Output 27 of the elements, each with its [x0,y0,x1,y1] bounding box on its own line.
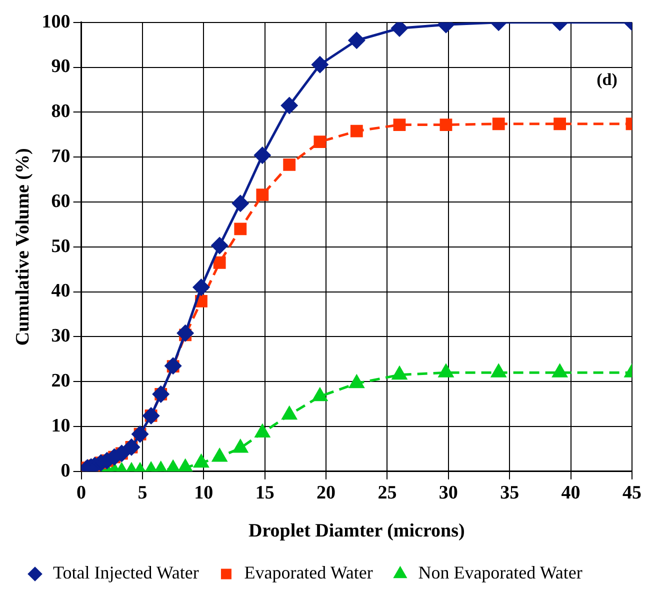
x-axis-title: Droplet Diamter (microns) [248,520,465,542]
x-tick-label: 45 [622,482,642,504]
y-tick-label: 10 [51,415,70,436]
y-axis-title: Cumulative Volume (%) [12,148,34,346]
annotation: (d) [596,70,618,89]
y-tick-label: 30 [51,326,70,347]
legend-label: Evaporated Water [244,562,373,583]
x-tick-label: 10 [194,482,214,504]
y-tick-label: 70 [51,146,70,168]
x-tick-label: 35 [500,482,520,504]
x-tick-label: 20 [316,482,336,504]
x-tick-label: 25 [378,482,397,504]
x-tick-label: 40 [561,482,580,504]
y-tick-label: 80 [51,101,70,122]
y-tick-label: 100 [42,11,70,32]
y-tick-label: 90 [51,56,70,78]
legend-label: Non Evaporated Water [418,562,582,583]
x-tick-label: 5 [138,482,148,504]
x-tick-label: 30 [438,482,458,504]
y-tick-label: 20 [51,370,70,392]
legend-label: Total Injected Water [53,562,199,583]
y-tick-label: 60 [51,190,70,212]
y-tick-label: 40 [51,280,70,302]
y-tick-label: 50 [51,236,70,257]
x-tick-label: 0 [76,482,86,504]
y-tick-label: 0 [60,460,70,482]
x-tick-label: 15 [255,482,274,504]
